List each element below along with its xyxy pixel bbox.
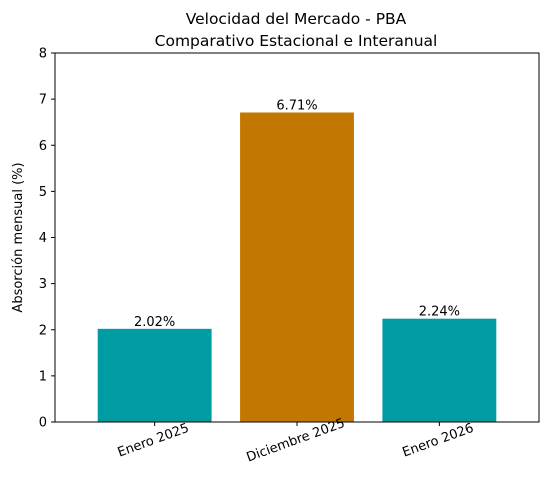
y-tick-label: 3	[39, 277, 47, 292]
chart-title-line-2: Comparativo Estacional e Interanual	[155, 32, 438, 50]
y-tick-label: 0	[39, 416, 47, 431]
y-tick-label: 2	[39, 323, 47, 338]
x-tick-label: Enero 2026	[400, 421, 475, 461]
y-tick-label: 5	[39, 185, 47, 200]
y-tick-label: 8	[39, 47, 47, 62]
plot-frame	[54, 52, 540, 423]
x-tick-label: Diciembre 2025	[245, 416, 347, 466]
x-tick-label: Enero 2025	[116, 421, 191, 461]
bar-value-label: 6.71%	[276, 99, 317, 114]
x-axis: Enero 2025 Diciembre 2025 Enero 2026	[116, 416, 476, 466]
y-axis-label: Absorción mensual (%)	[11, 162, 26, 312]
y-tick-label: 1	[39, 369, 47, 384]
y-tick-label: 7	[39, 93, 47, 108]
bar-value-label: 2.02%	[134, 315, 175, 330]
bars-group: 2.02% 6.71% 2.24%	[97, 99, 497, 422]
bar-value-label: 2.24%	[419, 305, 460, 320]
chart-title-line-1: Velocidad del Mercado - PBA	[186, 10, 407, 28]
bar	[240, 112, 354, 422]
y-tick-label: 6	[39, 139, 47, 154]
bar	[97, 328, 212, 422]
y-tick-label: 4	[39, 231, 47, 246]
y-axis: 0 1 2 3 4 5 6 7 8	[39, 47, 55, 431]
bar	[382, 318, 497, 422]
